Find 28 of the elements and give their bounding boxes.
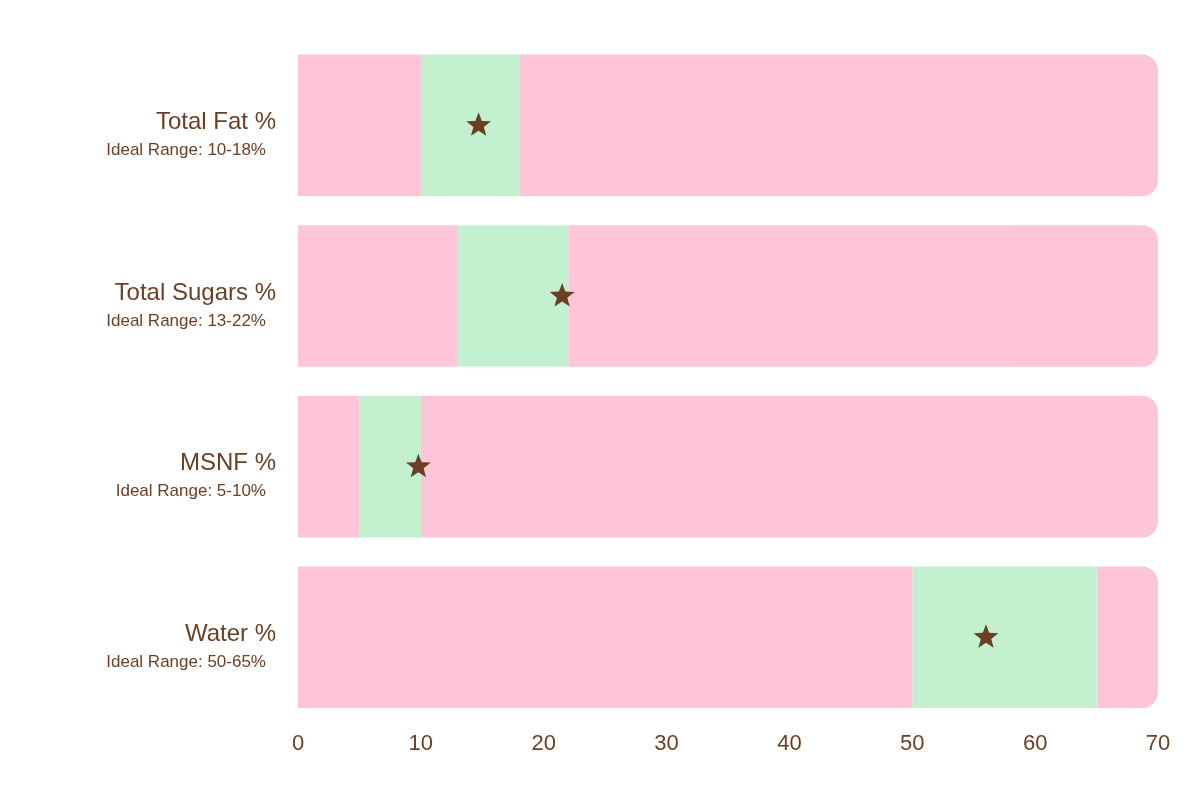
y-tick-label: Total Fat % Ideal Range: 10-18% (106, 106, 276, 160)
bar (298, 566, 913, 709)
point (549, 282, 575, 307)
y-tick-label: Total Sugars % Ideal Range: 13-22% (106, 277, 276, 330)
bar (420, 395, 1158, 538)
bar (420, 54, 520, 197)
point (406, 453, 431, 478)
point (973, 624, 999, 648)
bar (912, 566, 1097, 709)
x-tick-label: 20 (531, 729, 556, 755)
bar (568, 225, 1158, 367)
x-tick-label: 0 (291, 729, 305, 755)
x-tick-label: 60 (1022, 729, 1048, 755)
x-tick-label: 70 (1145, 729, 1171, 755)
y-tick-label: Water % Ideal Range: 50-65% (106, 618, 276, 671)
x-tick-label: 30 (654, 729, 679, 755)
bar (298, 225, 458, 367)
x-tick-label: 10 (408, 729, 434, 755)
bar (519, 54, 1158, 197)
bar (298, 395, 360, 538)
x-tick-label: 40 (777, 729, 802, 755)
x-tick-label: 50 (900, 729, 925, 755)
bar (298, 54, 421, 197)
bar (1096, 566, 1158, 709)
bar (457, 225, 569, 367)
bar (359, 395, 421, 538)
point (466, 112, 491, 136)
y-tick-label: MSNF % Ideal Range: 5-10% (115, 448, 276, 501)
